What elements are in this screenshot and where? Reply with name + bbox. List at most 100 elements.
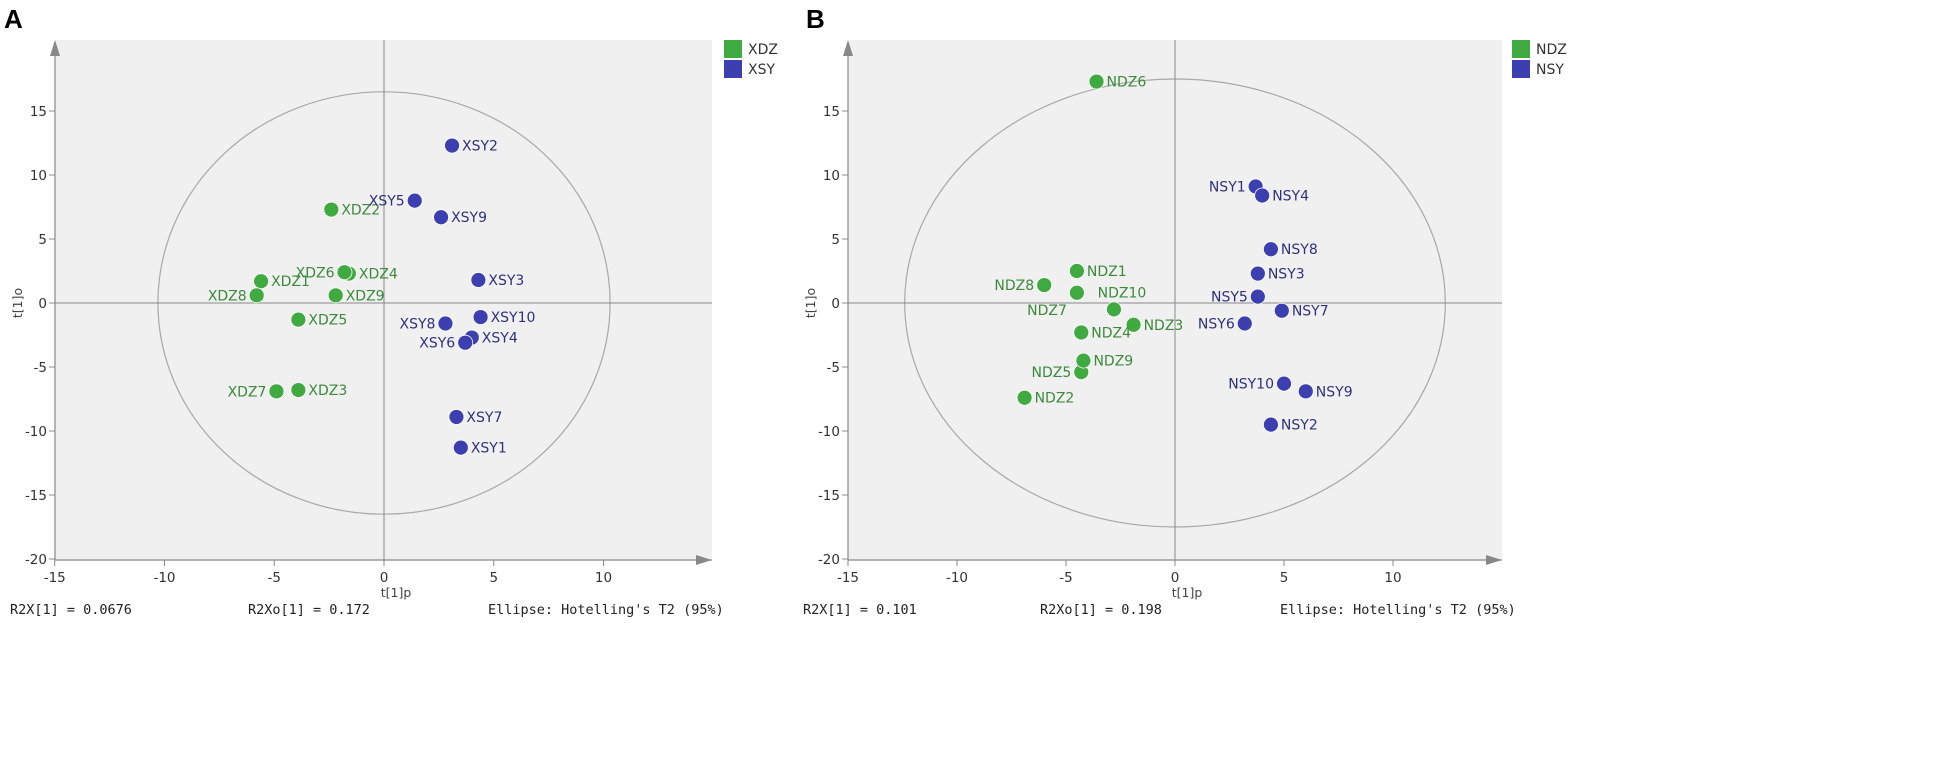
x-axis-label: t[1]p (1172, 585, 1203, 600)
y-tick-label: -15 (25, 488, 47, 504)
x-tick-label: -5 (1059, 570, 1072, 586)
point-xdz8 (248, 287, 265, 304)
y-tick-label: 15 (30, 104, 47, 120)
point-label-xdz3: XDZ3 (308, 383, 347, 399)
point-label-xsy1: XSY1 (471, 441, 507, 457)
y-axis-label: t[1]o (10, 288, 25, 318)
point-label-xsy3: XSY3 (488, 273, 524, 289)
x-axis-label: t[1]p (381, 585, 412, 600)
panel-letter: B (806, 4, 825, 34)
x-tick-label: 0 (380, 570, 389, 586)
point-xsy8 (437, 315, 454, 332)
point-label-xsy2: XSY2 (462, 139, 498, 155)
point-label-xsy9: XSY9 (451, 210, 487, 226)
point-xsy9 (433, 209, 449, 226)
point-nsy4 (1254, 187, 1271, 204)
y-axis-arrow (50, 40, 60, 56)
point-xsy7 (448, 409, 465, 425)
point-nsy2 (1263, 416, 1279, 433)
x-tick-label: -5 (268, 570, 281, 586)
y-tick-label: 10 (823, 168, 840, 184)
point-xsy5 (406, 192, 423, 209)
x-axis-arrow (696, 555, 712, 565)
point-label-ndz2: NDZ2 (1035, 391, 1075, 407)
y-tick-label: 5 (831, 232, 840, 248)
point-ndz7 (1069, 284, 1085, 301)
point-xdz1 (253, 273, 269, 290)
point-label-ndz8: NDZ8 (994, 278, 1034, 294)
x-tick-label: -15 (837, 570, 859, 586)
point-ndz6 (1088, 73, 1105, 90)
point-ndz1 (1069, 263, 1085, 279)
point-label-xdz4: XDZ4 (359, 267, 398, 283)
point-label-xsy7: XSY7 (466, 410, 502, 426)
point-nsy7 (1273, 302, 1290, 319)
point-label-xsy8: XSY8 (400, 316, 436, 332)
point-xsy2 (444, 137, 460, 154)
point-xdz2 (323, 201, 340, 218)
x-tick-label: -10 (946, 570, 968, 586)
point-label-xsy6: XSY6 (419, 336, 455, 352)
point-label-xdz6: XDZ6 (296, 265, 335, 281)
point-label-nsy2: NSY2 (1281, 418, 1318, 434)
score-plot-A: A -15 -10 -5 0 5 10 -20 -15 -10 -5 0 5 10 15 t[1]p t[1]o… (4, 4, 778, 618)
point-label-ndz9: NDZ9 (1093, 354, 1133, 370)
point-label-ndz6: NDZ6 (1107, 75, 1147, 91)
point-nsy5 (1249, 288, 1266, 305)
point-label-nsy7: NSY7 (1292, 304, 1329, 320)
point-label-ndz7: NDZ7 (1027, 303, 1067, 319)
point-label-xdz2: XDZ2 (341, 203, 380, 219)
x-tick-label: 5 (1280, 570, 1289, 586)
point-label-nsy10: NSY10 (1228, 377, 1274, 393)
point-nsy10 (1276, 375, 1292, 392)
point-xdz9 (327, 287, 344, 304)
legend-swatch-xsy (724, 60, 742, 78)
y-tick-label: -5 (34, 360, 47, 376)
y-tick-label: 0 (831, 296, 840, 312)
legend-label-ndz: NDZ (1536, 42, 1567, 58)
y-tick-label: -10 (25, 424, 47, 440)
y-tick-label: -20 (25, 552, 47, 568)
legend-label-xsy: XSY (748, 62, 775, 78)
score-plot-B: B -15 -10 -5 0 5 10 -20 -15 -10 -5 0 5 10 15 t[1]p t[1]o… (803, 4, 1567, 618)
legend-label-nsy: NSY (1536, 62, 1564, 78)
y-tick-label: 15 (823, 104, 840, 120)
x-tick-label: -15 (44, 570, 66, 586)
point-label-xsy10: XSY10 (491, 310, 536, 326)
y-tick-label: -20 (818, 552, 840, 568)
r2x-stat: R2X[1] = 0.101 (803, 602, 917, 618)
point-label-xsy4: XSY4 (482, 331, 518, 347)
point-ndz10 (1106, 301, 1122, 318)
x-tick-label: -10 (153, 570, 175, 586)
point-nsy6 (1236, 315, 1253, 332)
x-tick-label: 0 (1171, 570, 1180, 586)
point-ndz3 (1125, 316, 1142, 333)
point-label-xdz9: XDZ9 (346, 288, 385, 304)
point-xsy10 (472, 309, 489, 325)
y-tick-label: -15 (818, 488, 840, 504)
ellipse-note: Ellipse: Hotelling's T2 (95%) (488, 602, 724, 618)
point-label-nsy6: NSY6 (1198, 316, 1235, 332)
point-label-xdz8: XDZ8 (208, 288, 247, 304)
point-xdz7 (268, 383, 285, 400)
point-nsy8 (1263, 241, 1279, 258)
r2x-stat: R2X[1] = 0.0676 (10, 602, 132, 618)
legend-label-xdz: XDZ (748, 42, 778, 58)
legend-swatch-nsy (1512, 60, 1530, 78)
point-label-xdz1: XDZ1 (271, 274, 310, 290)
point-label-ndz1: NDZ1 (1087, 264, 1127, 280)
point-label-nsy5: NSY5 (1211, 290, 1248, 306)
r2xo-stat: R2Xo[1] = 0.198 (1040, 602, 1162, 618)
x-axis-arrow (1486, 555, 1502, 565)
point-label-xsy5: XSY5 (369, 194, 405, 210)
point-ndz2 (1016, 389, 1033, 406)
point-ndz4 (1073, 324, 1090, 341)
point-label-nsy4: NSY4 (1272, 188, 1309, 204)
point-label-nsy3: NSY3 (1268, 267, 1305, 283)
point-label-nsy9: NSY9 (1316, 384, 1353, 400)
legend-swatch-xdz (724, 40, 742, 58)
point-ndz9 (1075, 352, 1092, 369)
r2xo-stat: R2Xo[1] = 0.172 (248, 602, 370, 618)
point-label-ndz4: NDZ4 (1091, 325, 1131, 341)
ellipse-note: Ellipse: Hotelling's T2 (95%) (1280, 602, 1516, 618)
